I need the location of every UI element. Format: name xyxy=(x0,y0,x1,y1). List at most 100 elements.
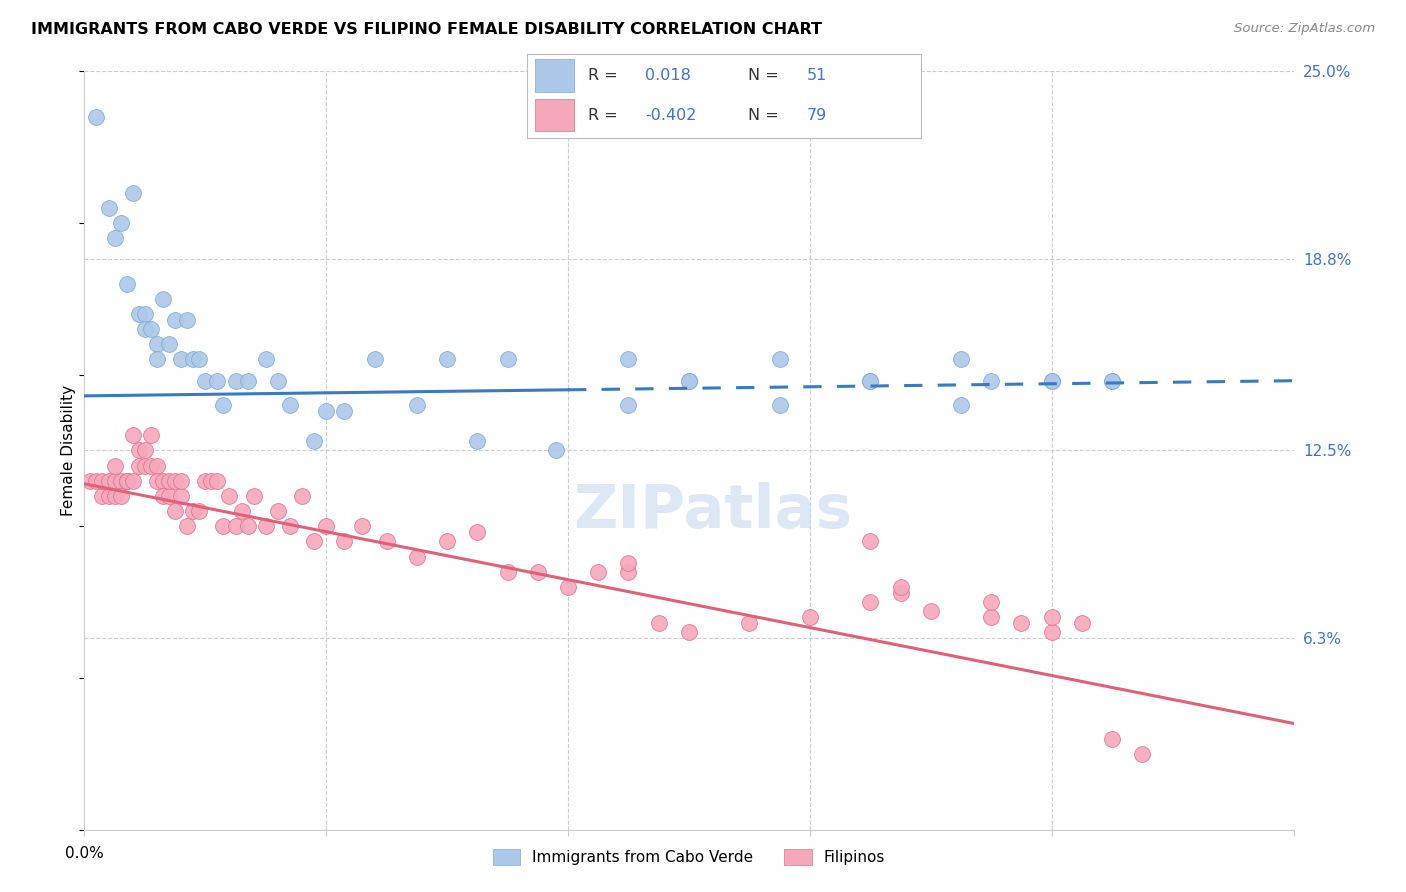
Point xyxy=(678,625,700,640)
Point xyxy=(157,337,180,351)
Text: 79: 79 xyxy=(807,108,827,123)
Point xyxy=(146,474,169,488)
Point xyxy=(128,458,150,473)
Point xyxy=(97,474,120,488)
Point xyxy=(139,458,162,473)
Point xyxy=(1040,374,1063,388)
Point xyxy=(181,504,204,518)
Point xyxy=(859,374,882,388)
Point xyxy=(170,474,193,488)
Point xyxy=(859,374,882,388)
Text: 0.018: 0.018 xyxy=(645,68,692,83)
Point xyxy=(799,610,821,624)
Point xyxy=(134,443,156,458)
Point xyxy=(1101,374,1123,388)
Point xyxy=(225,519,247,533)
Point xyxy=(544,443,567,458)
Point xyxy=(920,604,942,618)
Point xyxy=(200,474,222,488)
Point xyxy=(146,352,169,367)
Point xyxy=(333,404,356,418)
Point xyxy=(302,434,325,449)
Point xyxy=(496,565,519,579)
Point xyxy=(115,474,138,488)
Point xyxy=(121,474,143,488)
Point xyxy=(157,474,180,488)
Point xyxy=(139,322,162,336)
Point xyxy=(617,398,640,412)
Point xyxy=(617,352,640,367)
Point xyxy=(212,398,235,412)
Point xyxy=(152,292,174,306)
Point xyxy=(115,474,138,488)
Point xyxy=(406,398,429,412)
Point xyxy=(315,404,337,418)
Point xyxy=(267,504,290,518)
Text: 51: 51 xyxy=(807,68,827,83)
Point xyxy=(104,474,127,488)
Point xyxy=(950,398,973,412)
Point xyxy=(436,534,458,549)
Point xyxy=(236,519,259,533)
Point xyxy=(165,474,187,488)
Point xyxy=(121,428,143,442)
Point xyxy=(152,489,174,503)
Text: Source: ZipAtlas.com: Source: ZipAtlas.com xyxy=(1234,22,1375,36)
Point xyxy=(86,474,108,488)
Point xyxy=(128,307,150,321)
Point xyxy=(352,519,374,533)
Point xyxy=(648,616,671,631)
Point xyxy=(146,337,169,351)
Point xyxy=(769,352,792,367)
Point xyxy=(194,374,217,388)
Point xyxy=(134,307,156,321)
Point xyxy=(207,474,229,488)
Point xyxy=(104,458,127,473)
Point xyxy=(527,565,550,579)
Point xyxy=(890,580,912,594)
Text: R =: R = xyxy=(588,68,619,83)
Point xyxy=(188,352,211,367)
Point xyxy=(617,556,640,570)
Text: R =: R = xyxy=(588,108,619,123)
Text: -0.402: -0.402 xyxy=(645,108,697,123)
Point xyxy=(278,519,301,533)
Point xyxy=(115,277,138,291)
Point xyxy=(152,474,174,488)
Point xyxy=(980,610,1002,624)
Point xyxy=(110,489,132,503)
Point xyxy=(212,519,235,533)
Point xyxy=(79,474,101,488)
Point xyxy=(236,374,259,388)
Point xyxy=(97,201,120,215)
Point xyxy=(110,216,132,230)
Text: IMMIGRANTS FROM CABO VERDE VS FILIPINO FEMALE DISABILITY CORRELATION CHART: IMMIGRANTS FROM CABO VERDE VS FILIPINO F… xyxy=(31,22,823,37)
Point xyxy=(859,595,882,609)
Point xyxy=(291,489,314,503)
Point xyxy=(194,474,217,488)
Point xyxy=(1040,625,1063,640)
Point xyxy=(254,352,277,367)
Point xyxy=(146,458,169,473)
Point xyxy=(980,374,1002,388)
Point xyxy=(363,352,385,367)
Point xyxy=(738,616,761,631)
Point xyxy=(1011,616,1033,631)
Point xyxy=(467,525,489,540)
Point xyxy=(139,428,162,442)
Point xyxy=(496,352,519,367)
Text: N =: N = xyxy=(748,68,779,83)
Point xyxy=(557,580,579,594)
Legend: Immigrants from Cabo Verde, Filipinos: Immigrants from Cabo Verde, Filipinos xyxy=(486,843,891,871)
Text: N =: N = xyxy=(748,108,779,123)
Point xyxy=(207,374,229,388)
Point xyxy=(980,595,1002,609)
Point xyxy=(375,534,398,549)
Text: 0.0%: 0.0% xyxy=(65,847,104,862)
FancyBboxPatch shape xyxy=(536,99,575,131)
Point xyxy=(617,565,640,579)
Point xyxy=(254,519,277,533)
Point xyxy=(231,504,253,518)
Point xyxy=(218,489,240,503)
Point xyxy=(467,434,489,449)
